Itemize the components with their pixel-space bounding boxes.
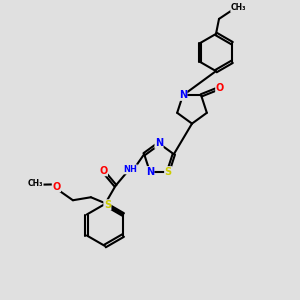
Text: NH: NH xyxy=(124,165,137,174)
Text: CH₃: CH₃ xyxy=(28,179,43,188)
Text: S: S xyxy=(165,167,172,177)
Text: N: N xyxy=(179,90,187,100)
Text: S: S xyxy=(104,200,111,210)
Text: O: O xyxy=(99,166,107,176)
Text: O: O xyxy=(216,83,224,93)
Text: N: N xyxy=(155,138,163,148)
Text: CH₃: CH₃ xyxy=(231,3,246,12)
Text: N: N xyxy=(146,167,154,177)
Text: O: O xyxy=(52,182,61,192)
